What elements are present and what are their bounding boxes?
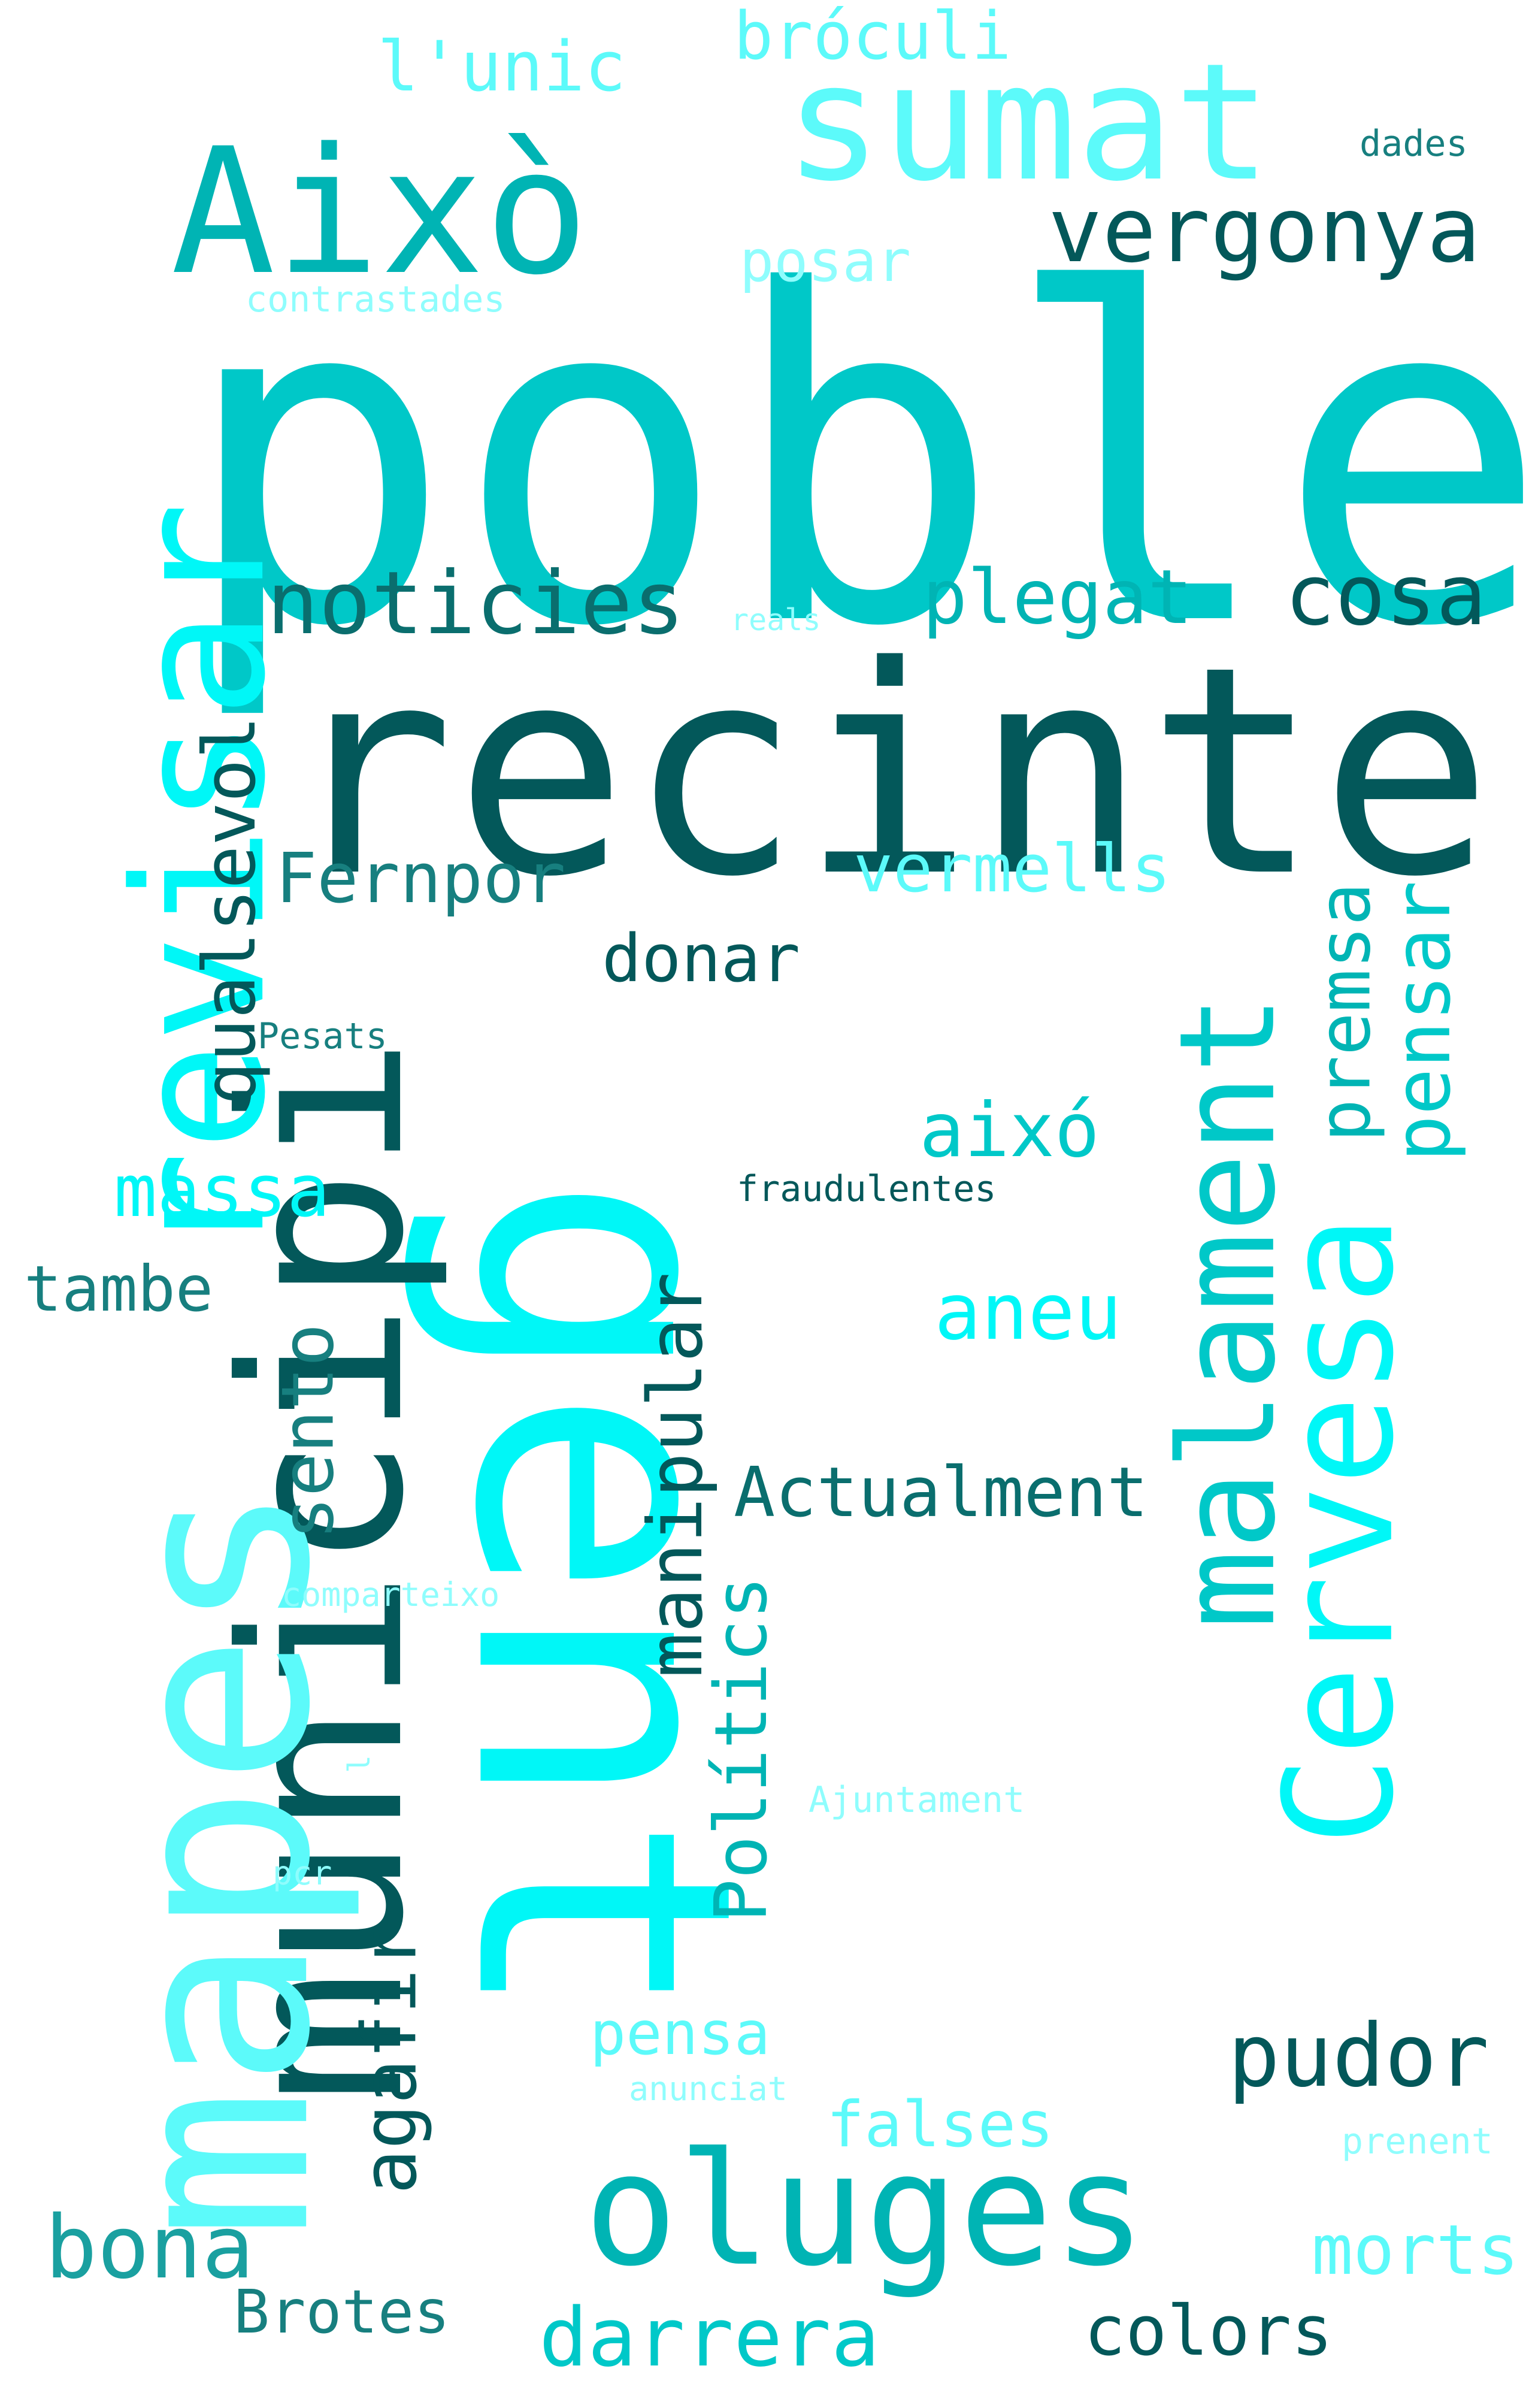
word-cosa: cosa xyxy=(1285,547,1487,645)
word-reals: reals xyxy=(731,603,821,637)
word-vergonya: vergonya xyxy=(1048,179,1481,283)
word-fernpor: Fernpor xyxy=(275,839,566,919)
word-premsa: premsa xyxy=(1303,882,1387,1142)
word-massa: massa xyxy=(114,1150,331,1233)
word-morts: morts xyxy=(1312,2210,1519,2291)
word-pcr: pcr xyxy=(273,1854,332,1892)
word-prenent: prenent xyxy=(1342,2120,1493,2162)
word-sento: sento xyxy=(267,1323,350,1540)
word-falses: falses xyxy=(826,2088,1054,2161)
word-actualment: Actualment xyxy=(734,1453,1149,1533)
word-politics: Polítics xyxy=(700,1576,783,1922)
word-qualsevol: qualsevol xyxy=(189,715,273,1106)
word-sumat: sumat xyxy=(785,28,1271,217)
word-colors: colors xyxy=(1084,2291,1333,2371)
word-recinte: recinte xyxy=(281,605,1493,940)
word-fraudulentes: fraudulentes xyxy=(737,1168,997,1210)
word-vermells: vermells xyxy=(853,830,1171,907)
word-poble: poble xyxy=(180,196,1529,726)
word-pudor: pudor xyxy=(1228,2005,1489,2107)
word-ajuntament: Ajuntament xyxy=(809,1779,1025,1821)
word-anunciat: anunciat xyxy=(629,2070,788,2108)
word-dades: dades xyxy=(1360,123,1468,165)
word-brocoli: bróculi xyxy=(734,0,1012,74)
word-oluges: oluges xyxy=(584,2120,1147,2301)
word-posar: posar xyxy=(740,229,911,295)
word-bona: bona xyxy=(45,2197,255,2298)
word-pensar: pensar xyxy=(1376,881,1468,1162)
word-plegat: plegat xyxy=(922,554,1193,641)
word-malament: malament xyxy=(1150,994,1304,1629)
word-darrera: darrera xyxy=(539,2291,880,2385)
word-contrastades: contrastades xyxy=(246,279,505,320)
word-tambe: tambe xyxy=(24,1253,214,1326)
word-l: l xyxy=(342,1754,377,1774)
word-lunic: l'unic xyxy=(377,27,626,107)
word-noticies: noticies xyxy=(267,553,685,654)
word-pensa: pensa xyxy=(590,1998,771,2068)
word-aixo-lower: aixó xyxy=(919,1087,1100,1174)
word-pesats: Pesats xyxy=(258,1015,387,1057)
word-aixo: Això xyxy=(171,111,589,313)
word-agafir: agafir xyxy=(346,1923,434,2195)
word-aneu: aneu xyxy=(934,1266,1122,1357)
word-donar: donar xyxy=(602,920,801,997)
word-comparteixo: comparteixo xyxy=(281,1575,500,1614)
word-brotes: Brotes xyxy=(234,2277,450,2347)
